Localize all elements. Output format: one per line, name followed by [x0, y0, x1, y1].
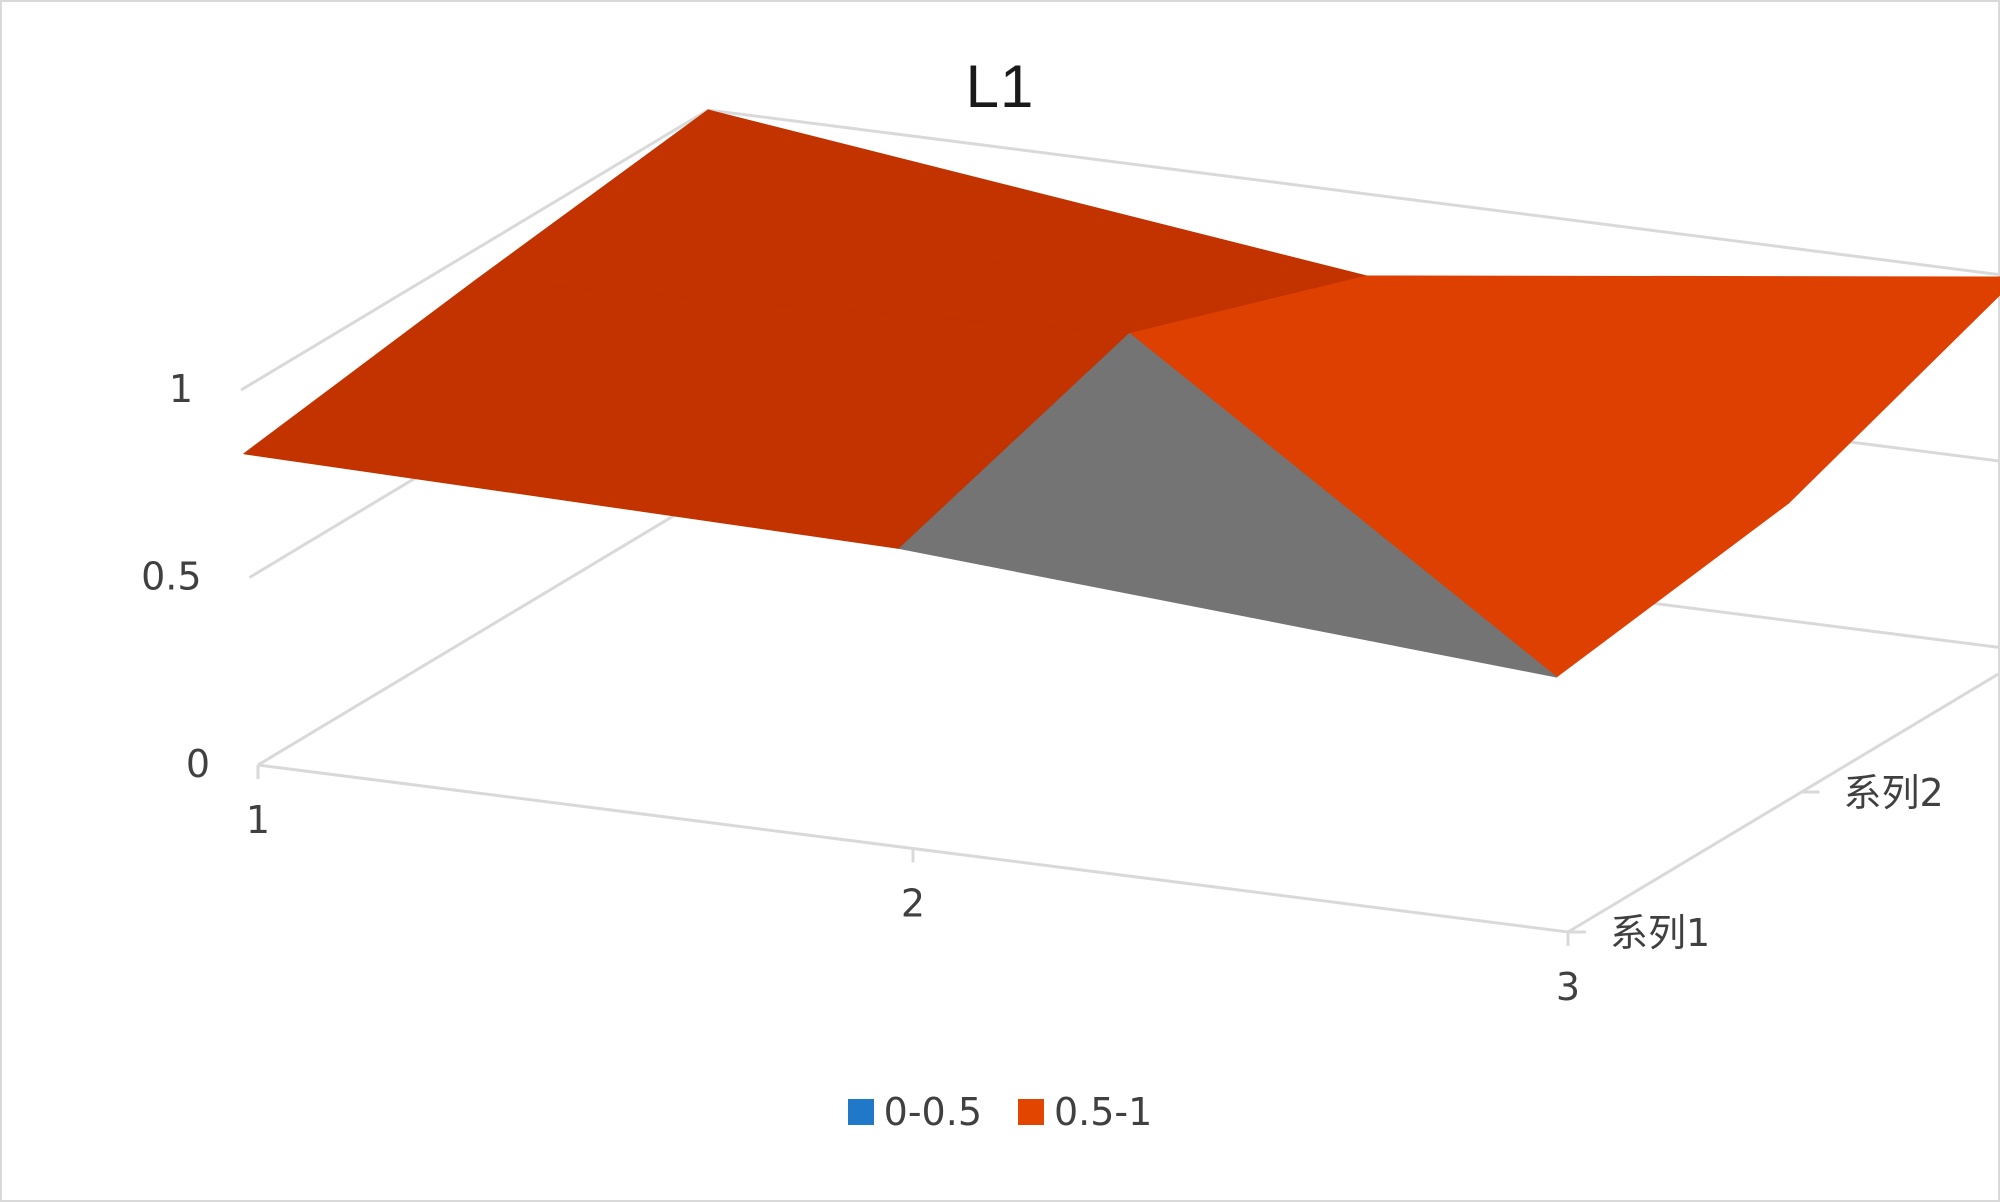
floor-edges [257, 671, 2000, 934]
legend-swatch-high [1018, 1099, 1044, 1125]
surface-cell-1-1-b [243, 279, 900, 549]
series-label-2: 系列2 [1844, 771, 1944, 815]
surface [243, 109, 2000, 678]
category-label-2: 2 [901, 882, 925, 926]
series-label-1: 系列1 [1610, 911, 1710, 955]
legend-item-high: 0.5-1 [1018, 1090, 1152, 1134]
legend-item-low: 0-0.5 [847, 1090, 982, 1134]
category-label-1: 1 [246, 798, 270, 842]
z-tick-label-0: 0 [186, 742, 210, 786]
axis-labels: 00.51123系列1系列2系列3 [141, 367, 1944, 1009]
legend-swatch-low [847, 1099, 874, 1125]
z-tick-label-1: 0.5 [141, 555, 201, 599]
chart-title: L1 [965, 53, 1035, 120]
legend: 0-0.5 0.5-1 [0, 1090, 2000, 1134]
surface-cell-2-1-b [898, 333, 1557, 678]
category-label-3: 3 [1556, 965, 1580, 1009]
z-tick-label-2: 1 [169, 367, 193, 411]
legend-label-high: 0.5-1 [1054, 1090, 1153, 1134]
legend-label-low: 0-0.5 [883, 1090, 982, 1134]
